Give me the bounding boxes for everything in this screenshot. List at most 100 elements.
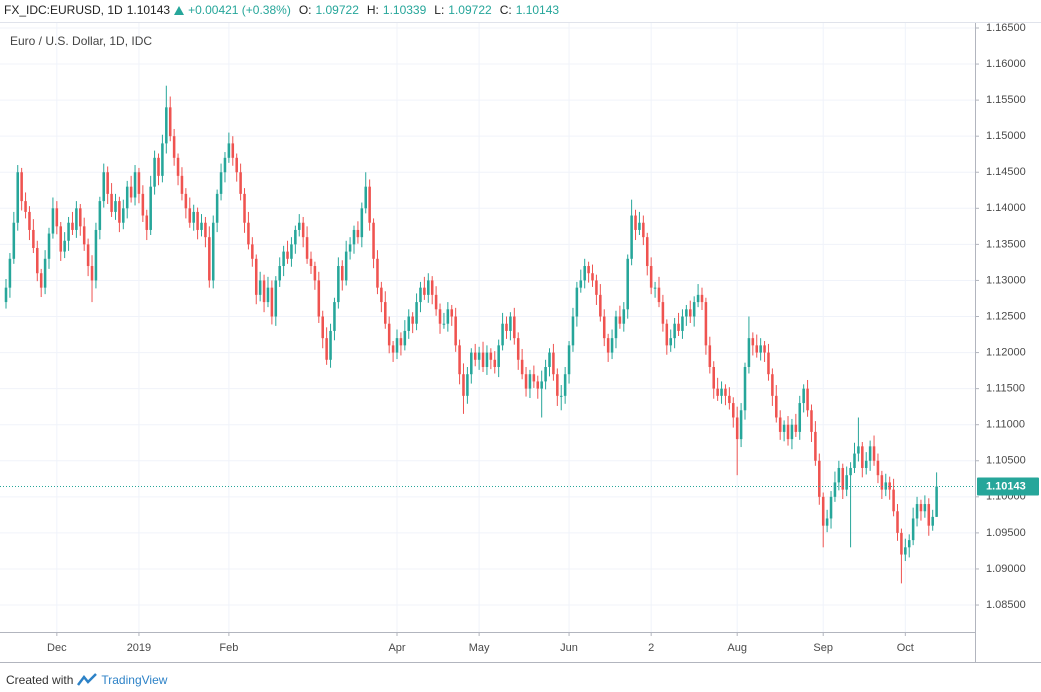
- candle-body: [931, 516, 934, 526]
- candle-body: [888, 482, 891, 490]
- candle-body: [20, 172, 23, 202]
- candle-body: [364, 186, 368, 209]
- candle-body: [759, 345, 762, 353]
- candle-body: [161, 143, 164, 176]
- candle-body: [575, 287, 579, 317]
- candle-body: [732, 403, 735, 418]
- candle-body: [739, 410, 743, 440]
- candle-body: [125, 186, 129, 209]
- candle-body: [935, 486, 938, 517]
- candles: [4, 85, 938, 584]
- candle-body: [599, 294, 602, 317]
- candle-body: [172, 136, 176, 158]
- candle-body: [442, 323, 446, 325]
- candle-body: [606, 338, 610, 353]
- candle-body: [704, 302, 708, 346]
- candle-body: [196, 211, 199, 230]
- candle-body: [642, 222, 645, 238]
- y-tick-label: 1.11000: [986, 419, 1025, 431]
- tradingview-logo: [77, 673, 98, 686]
- candle-body: [270, 287, 274, 317]
- y-tick-label: 1.14000: [986, 202, 1026, 214]
- candle-body: [485, 352, 489, 367]
- candle-body: [868, 446, 872, 461]
- candle-body: [896, 511, 899, 533]
- candle-body: [673, 323, 676, 339]
- candle-body: [356, 229, 360, 238]
- candle-body: [681, 316, 684, 331]
- candle-body: [501, 323, 504, 346]
- candle-body: [430, 280, 434, 295]
- candle-body: [360, 208, 364, 238]
- y-tick-label: 1.12500: [986, 310, 1026, 322]
- candle-body: [794, 424, 798, 432]
- candle-body: [325, 338, 328, 360]
- candle-body: [724, 388, 727, 396]
- y-tick-label: 1.15000: [986, 130, 1026, 142]
- candle-body: [692, 302, 696, 317]
- candle-body: [243, 193, 246, 223]
- candle-body: [798, 403, 802, 432]
- ohlc-label: L:: [434, 3, 445, 17]
- candle-body: [153, 157, 156, 187]
- candle-body: [313, 266, 317, 281]
- brand[interactable]: TradingView: [101, 673, 168, 687]
- x-tick-label: Apr: [388, 642, 405, 654]
- price: 1.10143: [126, 3, 171, 17]
- candle-body: [509, 316, 512, 331]
- candle-body: [622, 309, 626, 324]
- candle-body: [399, 338, 403, 346]
- candle-body: [458, 345, 461, 375]
- price-label: 1.10143: [986, 480, 1026, 492]
- candle-body: [200, 222, 203, 230]
- candle-body: [114, 201, 117, 212]
- y-tick-label: 1.09500: [986, 527, 1026, 539]
- candle-body: [669, 338, 672, 346]
- candle-body: [180, 175, 184, 194]
- candle-body: [290, 244, 293, 259]
- x-tick-label: Feb: [219, 642, 238, 654]
- candle-body: [505, 323, 508, 331]
- candle-body: [98, 201, 102, 230]
- candle-body: [16, 172, 20, 223]
- candle-body: [36, 247, 39, 274]
- candle-body: [571, 316, 575, 346]
- candle-body: [767, 352, 770, 375]
- candle-body: [904, 547, 907, 555]
- candle-body: [317, 280, 321, 317]
- ohlc-value: 1.10339: [382, 3, 427, 17]
- candle-body: [239, 172, 242, 194]
- candle-body: [911, 518, 915, 541]
- candle-body: [184, 193, 188, 209]
- candle-body: [235, 157, 238, 173]
- candle-body: [403, 330, 407, 346]
- candle-body: [861, 446, 864, 468]
- candle-body: [516, 338, 520, 360]
- ohlc-label: H:: [366, 3, 379, 17]
- candle-body: [411, 316, 414, 324]
- candle-body: [720, 388, 723, 396]
- candle-body: [168, 107, 172, 137]
- candle-body: [251, 244, 254, 259]
- y-tick-label: 1.11500: [986, 383, 1025, 395]
- candle-body: [28, 211, 31, 230]
- footer-text: Created with: [6, 673, 74, 687]
- candle-body: [32, 229, 35, 248]
- x-tick-label: Sep: [813, 642, 833, 654]
- ohlc-value: 1.09722: [448, 3, 492, 17]
- candle-body: [657, 287, 661, 303]
- candle-body: [857, 446, 860, 454]
- y-tick-label: 1.09000: [986, 563, 1026, 575]
- y-tick-label: 1.12000: [986, 346, 1026, 358]
- candle-body: [223, 157, 227, 173]
- candle-body: [419, 287, 422, 303]
- candle-body: [884, 482, 888, 490]
- candle-body: [118, 201, 121, 223]
- symbol: FX_IDC:EURUSD, 1D: [4, 3, 123, 17]
- candle-body: [473, 352, 477, 360]
- candle-body: [278, 266, 281, 281]
- candle-body: [497, 345, 500, 367]
- candle-body: [59, 226, 63, 252]
- candle-body: [845, 475, 848, 490]
- candle-body: [814, 431, 817, 461]
